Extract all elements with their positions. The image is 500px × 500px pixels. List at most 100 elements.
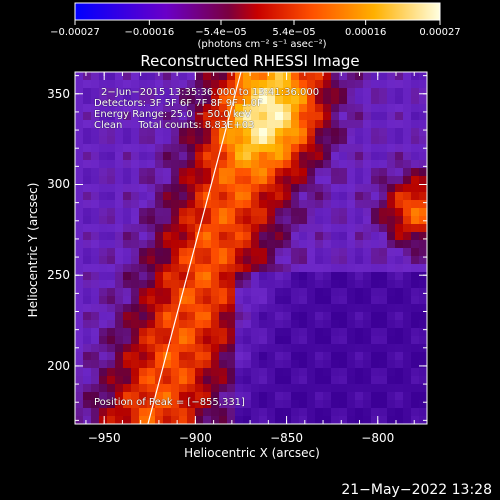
heatmap-cell — [155, 88, 164, 97]
heatmap-cell — [99, 240, 108, 249]
heatmap-cell — [235, 248, 244, 257]
heatmap-cell — [371, 72, 380, 81]
heatmap-cell — [155, 144, 164, 153]
heatmap-cell — [187, 168, 196, 177]
heatmap-cell — [123, 136, 132, 145]
heatmap-cell — [403, 408, 412, 417]
heatmap-cell — [371, 416, 380, 425]
heatmap-cell — [163, 280, 172, 289]
heatmap-cell — [107, 336, 116, 345]
heatmap-cell — [307, 384, 316, 393]
heatmap-cell — [267, 392, 276, 401]
heatmap-cell — [323, 352, 332, 361]
heatmap-cell — [83, 96, 92, 105]
heatmap-cell — [203, 104, 212, 113]
heatmap-cell — [267, 72, 276, 81]
heatmap-cell — [259, 264, 268, 273]
heatmap-cell — [355, 328, 364, 337]
heatmap-cell — [243, 160, 252, 169]
heatmap-cell — [323, 128, 332, 137]
heatmap-cell — [123, 320, 132, 329]
heatmap-cell — [179, 360, 188, 369]
heatmap-cell — [259, 320, 268, 329]
heatmap-cell — [291, 104, 300, 113]
heatmap-cell — [283, 96, 292, 105]
heatmap-cell — [411, 240, 420, 249]
heatmap-cell — [235, 296, 244, 305]
heatmap-cell — [379, 144, 388, 153]
heatmap-cell — [107, 232, 116, 241]
heatmap-cell — [99, 184, 108, 193]
heatmap-cell — [195, 328, 204, 337]
heatmap-cell — [267, 264, 276, 273]
heatmap-cell — [155, 216, 164, 225]
plot-frame — [74, 71, 428, 425]
heatmap-cell — [339, 368, 348, 377]
heatmap-cell — [411, 120, 420, 129]
heatmap-cell — [323, 328, 332, 337]
heatmap-cell — [379, 256, 388, 265]
heatmap-cell — [403, 208, 412, 217]
heatmap-cell — [219, 144, 228, 153]
heatmap-cell — [99, 168, 108, 177]
heatmap-cell — [379, 192, 388, 201]
heatmap-cell — [99, 216, 108, 225]
heatmap-cell — [403, 296, 412, 305]
heatmap-cell — [107, 176, 116, 185]
heatmap-cell — [227, 392, 236, 401]
heatmap-cell — [131, 80, 140, 89]
heatmap-cell — [387, 368, 396, 377]
heatmap-cell — [347, 416, 356, 425]
heatmap-cell — [115, 368, 124, 377]
heatmap-cell — [211, 256, 220, 265]
heatmap-cell — [211, 344, 220, 353]
heatmap-cell — [187, 136, 196, 145]
heatmap-cell — [403, 344, 412, 353]
heatmap-cell — [299, 392, 308, 401]
heatmap-cell — [315, 392, 324, 401]
heatmap-cell — [219, 400, 228, 409]
heatmap-cell — [131, 352, 140, 361]
heatmap-cell — [403, 152, 412, 161]
heatmap-cell — [355, 344, 364, 353]
heatmap-cell — [195, 368, 204, 377]
heatmap-cell — [363, 240, 372, 249]
heatmap-cell — [91, 96, 100, 105]
heatmap-cell — [275, 344, 284, 353]
heatmap-cell — [363, 168, 372, 177]
heatmap-cell — [163, 264, 172, 273]
heatmap-cell — [219, 224, 228, 233]
heatmap-cell — [203, 80, 212, 89]
heatmap-cell — [387, 256, 396, 265]
heatmap-cell — [363, 304, 372, 313]
heatmap-cell — [395, 312, 404, 321]
heatmap-cell — [371, 240, 380, 249]
heatmap-cell — [99, 352, 108, 361]
heatmap-cell — [139, 312, 148, 321]
heatmap-cell — [411, 200, 420, 209]
heatmap-cell — [163, 216, 172, 225]
heatmap-cell — [283, 248, 292, 257]
heatmap-cell — [91, 256, 100, 265]
heatmap-cell — [203, 256, 212, 265]
heatmap-cell — [371, 288, 380, 297]
heatmap-cell — [195, 160, 204, 169]
heatmap-cell — [107, 160, 116, 169]
heatmap-cell — [299, 248, 308, 257]
heatmap-cell — [395, 384, 404, 393]
heatmap-cell — [259, 360, 268, 369]
heatmap-cell — [259, 248, 268, 257]
heatmap-cell — [331, 416, 340, 425]
heatmap-cell — [75, 88, 84, 97]
heatmap-cell — [355, 160, 364, 169]
heatmap-cell — [195, 104, 204, 113]
heatmap-cell — [387, 136, 396, 145]
heatmap-cell — [219, 232, 228, 241]
heatmap-cell — [395, 208, 404, 217]
heatmap-cell — [411, 208, 420, 217]
heatmap-cell — [235, 120, 244, 129]
heatmap-cell — [267, 128, 276, 137]
heatmap-cell — [139, 192, 148, 201]
heatmap-cell — [267, 408, 276, 417]
heatmap-cell — [155, 168, 164, 177]
